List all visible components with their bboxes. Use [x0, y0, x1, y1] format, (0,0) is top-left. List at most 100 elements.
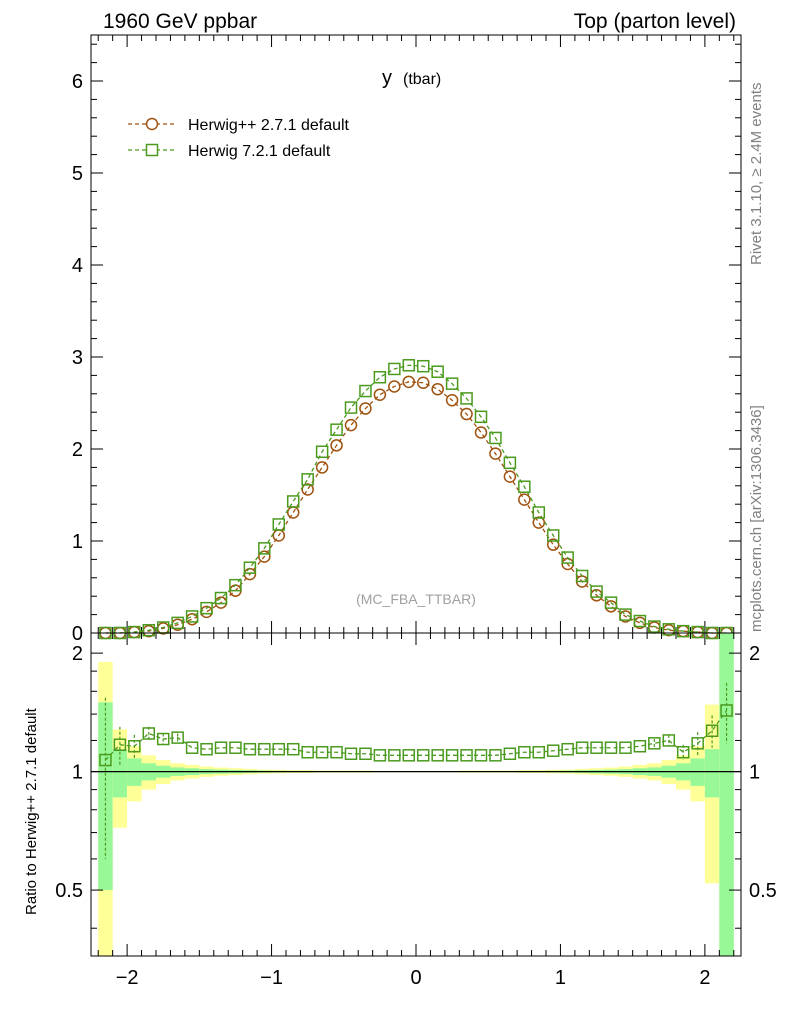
ratio-point — [388, 749, 401, 762]
ratio-point — [113, 738, 127, 752]
ratio-point — [489, 749, 502, 762]
ratio-series-group — [99, 682, 733, 859]
header-left: 1960 GeV ppbar — [103, 10, 257, 33]
ratio-point — [214, 741, 228, 754]
herwigpp-point — [301, 483, 314, 496]
ratio-point — [243, 742, 257, 756]
ratio-point — [200, 742, 213, 756]
ratio-point — [460, 749, 473, 762]
herwig7-point — [590, 585, 603, 598]
herwig7-point — [503, 456, 517, 470]
herwigpp-point — [286, 506, 300, 519]
ratio-point — [416, 749, 430, 762]
ratio-point — [359, 747, 372, 761]
ratio-point — [156, 732, 170, 746]
main-ytick-label: 3 — [72, 347, 83, 369]
ratio-point — [691, 737, 704, 750]
ratio-point — [344, 747, 358, 761]
herwigpp-point — [546, 538, 560, 551]
main-ytick-label: 4 — [72, 255, 83, 277]
ratio-point — [720, 704, 733, 717]
herwigpp-point — [344, 418, 358, 432]
ratio-point — [619, 741, 632, 754]
herwig7-point — [431, 365, 444, 378]
ratio-point — [532, 745, 546, 759]
ratio-point — [272, 742, 286, 756]
herwigpp-point — [416, 376, 430, 390]
ratio-point — [705, 724, 719, 738]
herwig7-point — [315, 445, 329, 459]
ratio-point — [503, 747, 517, 761]
herwig7-point — [648, 620, 661, 633]
ratio-ylabel: Ratio to Herwig++ 2.7.1 default — [23, 707, 40, 915]
herwig7-point — [142, 623, 156, 637]
herwig7-point — [561, 551, 574, 564]
herwig7-point — [214, 591, 228, 605]
ratio-point — [373, 749, 387, 762]
band-inner — [112, 749, 128, 798]
herwigpp-point — [359, 402, 372, 415]
plot-title-sub: (tbar) — [403, 71, 441, 88]
main-ytick-label: 1 — [72, 531, 83, 553]
ratio-point — [315, 745, 329, 759]
legend-label-herwigpp: Herwig++ 2.7.1 default — [188, 117, 350, 134]
herwig7-point — [243, 561, 257, 574]
herwigpp-point — [373, 388, 387, 401]
herwigpp-point — [503, 470, 517, 483]
ratio-point — [518, 745, 531, 759]
ratio-ytick-label-left: 2 — [72, 643, 83, 665]
ratio-point — [431, 749, 444, 762]
herwig7-point — [474, 410, 488, 424]
series-line-0 — [105, 381, 727, 634]
ratio-point — [445, 749, 459, 762]
main-plot-panel: 0 1 2 3 4 5 6 y (tbar) (MC_FBA_TTBAR) Herwig++… — [72, 34, 742, 645]
ratio-series-line — [104, 710, 728, 761]
ratio-point — [676, 745, 690, 759]
herwig7-point — [128, 625, 141, 639]
ratio-point — [402, 749, 416, 762]
herwigpp-point — [474, 426, 488, 439]
herwigpp-point — [460, 407, 473, 421]
ratio-plot-panel: 0.5 0.5 1 1 2 2 −2 −1 0 1 2 Ratio to Herwig++ 2.7.… — [23, 632, 777, 989]
herwig7-point — [662, 623, 676, 636]
herwig7-point — [258, 542, 271, 555]
herwig7-point — [200, 601, 213, 615]
herwigpp-point — [431, 382, 444, 396]
herwig7-point — [373, 370, 387, 384]
series-line-1 — [105, 364, 727, 634]
herwig7-point — [518, 480, 531, 493]
band-inner — [719, 633, 734, 956]
ratio-uncertainty-bands — [91, 633, 741, 956]
ratio-xtick-label: 2 — [699, 967, 710, 989]
ratio-point — [128, 739, 141, 753]
ratio-frame — [90, 632, 742, 957]
herwig7-point — [344, 401, 358, 414]
ratio-point — [633, 739, 647, 753]
ratio-xtick-label: −1 — [260, 967, 283, 989]
watermark: (MC_FBA_TTBAR) — [356, 591, 476, 607]
ratio-axis-ticks: 0.5 0.5 1 1 2 2 −2 −1 0 1 2 — [55, 633, 777, 989]
herwigpp-point — [258, 550, 271, 563]
herwig7-point — [691, 625, 704, 639]
herwig7-point — [272, 518, 286, 531]
herwig7-point — [229, 578, 242, 592]
herwigpp-point — [315, 461, 329, 474]
ratio-point — [301, 745, 314, 759]
main-series-group — [99, 359, 733, 640]
herwigpp-point — [445, 393, 459, 407]
main-ytick-label: 5 — [72, 163, 83, 185]
legend-label-herwig7: Herwig 7.2.1 default — [188, 143, 331, 160]
ratio-point — [648, 737, 661, 750]
ratio-point — [604, 741, 618, 754]
ratio-point — [561, 742, 574, 756]
ratio-point — [474, 749, 488, 762]
herwig7-point — [330, 423, 343, 436]
herwigpp-point — [532, 516, 546, 529]
herwig7-point — [388, 362, 401, 376]
ratio-point — [286, 742, 300, 756]
band-inner — [704, 749, 720, 798]
herwig7-point — [532, 506, 546, 519]
ratio-point — [99, 753, 112, 767]
ratio-ytick-label-right: 0.5 — [749, 880, 777, 902]
